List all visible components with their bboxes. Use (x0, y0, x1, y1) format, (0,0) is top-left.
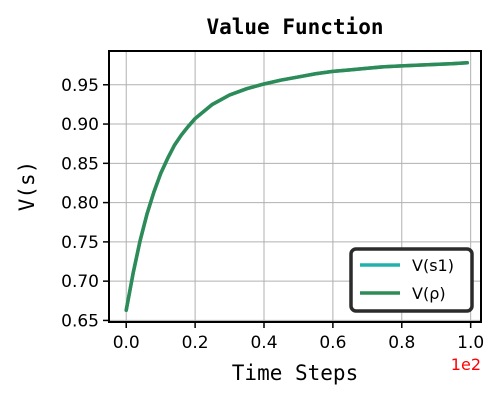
x-tick-label: 1.0 (457, 333, 484, 353)
x-tick-label: 0.8 (388, 333, 415, 353)
y-tick-label: 0.65 (61, 311, 99, 331)
legend-label-v-rho: V(ρ) (412, 284, 446, 303)
y-tick-label: 0.80 (61, 194, 99, 214)
y-tick-label: 0.70 (61, 272, 99, 292)
x-tick-label: 0.6 (319, 333, 346, 353)
y-tick-label: 0.95 (61, 76, 99, 96)
series-line-1 (124, 61, 469, 312)
plot-frame (108, 50, 482, 323)
x-tick-label: 0.2 (182, 333, 209, 353)
grid (109, 51, 481, 322)
x-offset-label: 1e2 (451, 355, 481, 374)
chart-title: Value Function (206, 15, 383, 39)
x-tick-label: 0.0 (113, 333, 140, 353)
y-tick-label: 0.85 (61, 154, 99, 174)
y-tick-label: 0.90 (61, 115, 99, 135)
y-tick-label: 0.75 (61, 233, 99, 253)
axis-ticks: 0.0 0.2 0.4 0.6 0.8 1.0 0.65 0.70 0.75 0.80 0.85 0.… (61, 76, 484, 353)
legend: V(s1) V(ρ) (349, 247, 474, 313)
y-axis-label: V(s) (15, 161, 39, 212)
x-tick-label: 0.4 (250, 333, 277, 353)
x-axis-label: Time Steps (232, 361, 358, 385)
series-lines (124, 61, 469, 312)
legend-label-v-s1: V(s1) (412, 256, 454, 275)
